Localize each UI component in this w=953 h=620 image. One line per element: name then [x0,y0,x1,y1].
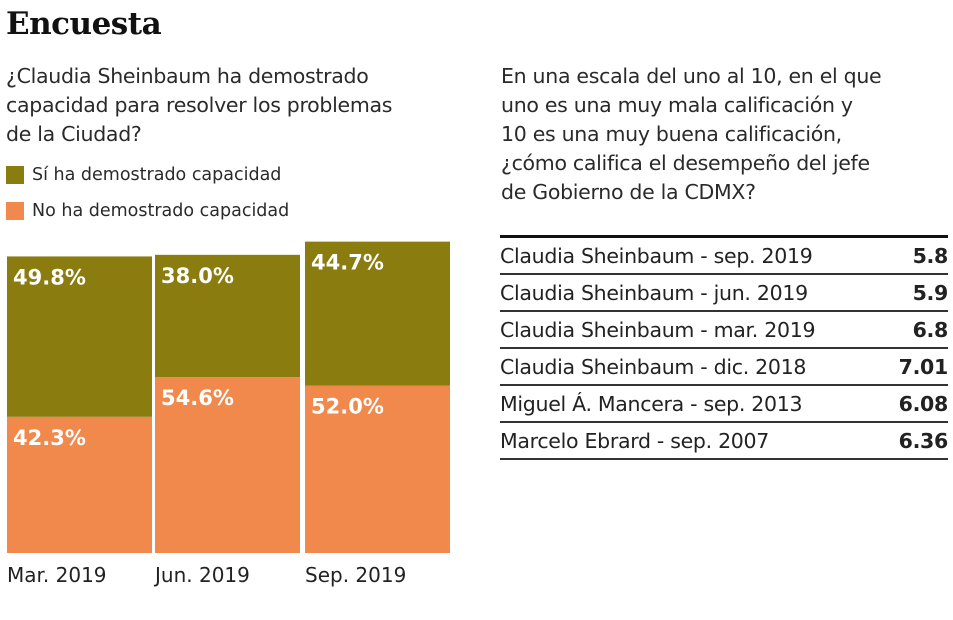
legend-item-yes: Sí ha demostrado capacidad [6,165,281,185]
row-value: 5.9 [912,280,949,305]
question-line: ¿cómo califica el desempeño del jefe [501,151,870,175]
bar-segment-no [155,377,300,553]
table-row: Claudia Sheinbaum - dic. 2018 7.01 [500,349,948,386]
row-label: Claudia Sheinbaum - mar. 2019 [500,317,816,342]
data-label: 38.0% [161,264,234,288]
row-value: 6.8 [912,317,949,342]
question-line: de Gobierno de la CDMX? [501,180,756,204]
table-row: Claudia Sheinbaum - mar. 2019 6.8 [500,312,948,349]
x-tick-label: Sep. 2019 [305,563,406,587]
legend-label: Sí ha demostrado capacidad [32,165,282,185]
legend-swatch [6,202,24,220]
page-title: Encuesta [6,6,162,42]
legend-swatch [6,166,24,184]
question-line: 10 es una muy buena calificación, [501,122,842,146]
bar-segment-yes [305,241,450,386]
table-row: Claudia Sheinbaum - sep. 2019 5.8 [500,238,948,275]
x-tick-label: Jun. 2019 [153,563,250,587]
row-value: 6.08 [898,391,949,416]
legend-label: No ha demostrado capacidad [32,201,290,221]
data-label: 44.7% [311,251,384,275]
row-label: Miguel Á. Mancera - sep. 2013 [500,391,803,416]
bar-segment-yes [7,256,152,417]
row-label: Claudia Sheinbaum - jun. 2019 [500,280,808,305]
row-value: 6.36 [898,428,949,453]
x-tick-label: Mar. 2019 [7,563,107,587]
table-row: Claudia Sheinbaum - jun. 2019 5.9 [500,275,948,312]
bar-segment-no [7,416,152,553]
question-line: En una escala del uno al 10, en el que [501,64,882,88]
bar-segment-yes [155,254,300,378]
table-row: Marcelo Ebrard - sep. 2007 6.36 [500,423,948,460]
data-label: 42.3% [13,426,86,450]
rating-question: En una escala del uno al 10, en el que u… [501,62,882,207]
row-value: 7.01 [898,354,949,379]
question-line: capacidad para resolver los problemas [6,93,393,117]
legend-item-no: No ha demostrado capacidad [6,201,289,221]
data-label: 49.8% [13,265,86,289]
bar-segment-no [305,385,450,553]
data-label: 54.6% [161,386,234,410]
row-value: 5.8 [912,243,949,268]
question-line: uno es una muy mala calificación y [501,93,853,117]
row-label: Claudia Sheinbaum - dic. 2018 [500,354,807,379]
question-line: de la Ciudad? [6,122,142,146]
chart-question: ¿Claudia Sheinbaum ha demostrado capacid… [6,62,392,149]
data-label: 52.0% [311,395,384,419]
row-label: Claudia Sheinbaum - sep. 2019 [500,243,813,268]
question-line: ¿Claudia Sheinbaum ha demostrado [6,64,369,88]
row-label: Marcelo Ebrard - sep. 2007 [500,428,770,453]
table-row: Miguel Á. Mancera - sep. 2013 6.08 [500,386,948,423]
rating-table: Claudia Sheinbaum - sep. 2019 5.8 Claudia… [500,235,948,460]
